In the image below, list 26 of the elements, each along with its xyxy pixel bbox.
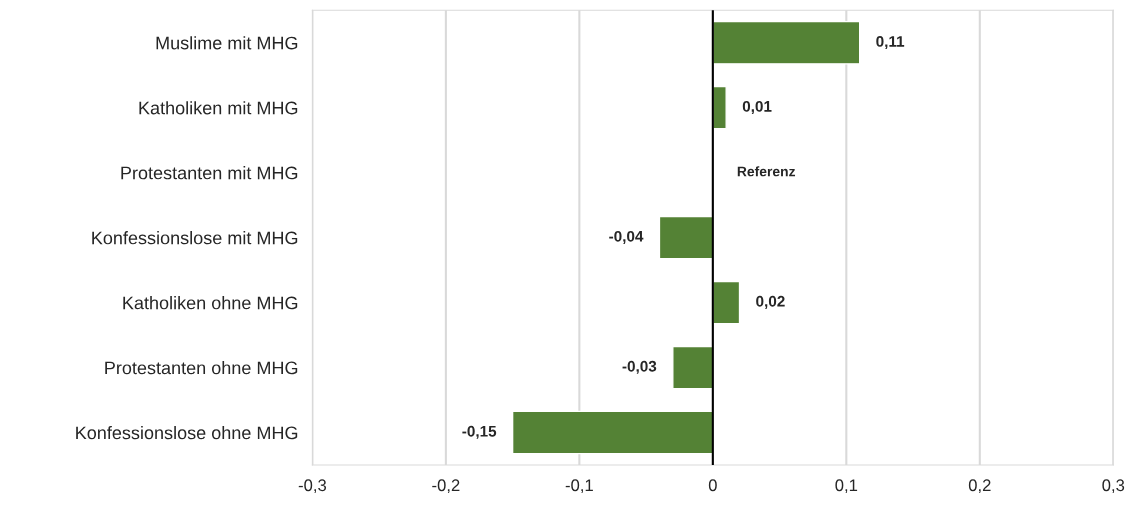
bar: [712, 20, 861, 65]
y-tick-label: Muslime mit MHG: [156, 36, 298, 50]
y-tick-label: Protestanten ohne MHG: [105, 361, 298, 375]
y-tick-label: Katholiken mit MHG: [139, 101, 298, 115]
data-label: 0,11: [876, 35, 905, 50]
x-tick-label: 0: [708, 479, 717, 492]
x-tick-label: -0,2: [432, 479, 460, 494]
data-label: -0,03: [622, 360, 657, 374]
bar: [511, 410, 714, 455]
x-tick-label: -0,1: [565, 479, 593, 494]
y-tick-label: Konfessionslose ohne MHG: [76, 425, 298, 440]
text: Referenz: [737, 166, 796, 177]
x-tick-label: 0,1: [835, 479, 858, 494]
y-tick-label: Katholiken ohne MHG: [123, 296, 298, 310]
bar: [712, 280, 741, 325]
data-label: 0,02: [756, 295, 785, 309]
x-tick-label: -0,3: [298, 479, 327, 494]
y-tick-label: Konfessionslose mit MHG: [92, 231, 298, 245]
data-label: 0,01: [742, 100, 772, 114]
y-tick-label: Protestanten mit MHG: [121, 166, 298, 180]
data-label: -0,04: [609, 230, 644, 244]
data-label: -0,15: [462, 425, 497, 439]
bar: [658, 215, 714, 260]
bar: [672, 345, 714, 390]
x-tick-label: 0,2: [968, 479, 991, 494]
x-tick-label: 0,3: [1102, 479, 1125, 494]
